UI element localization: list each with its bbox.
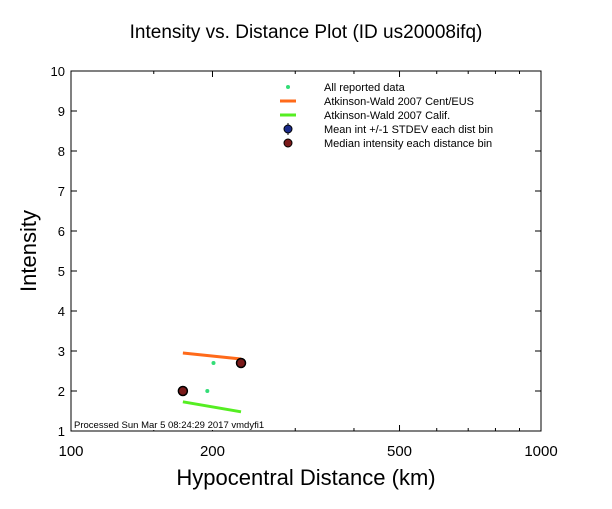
y-axis-label: Intensity [16,210,41,292]
y-tick-label: 4 [58,304,65,319]
legend-label: Mean int +/-1 STDEV each dist bin [324,124,493,136]
processed-footer: Processed Sun Mar 5 08:24:29 2017 vmdyfi… [74,420,264,431]
footer-bg [72,418,264,430]
y-tick-label: 8 [58,144,65,159]
x-tick-label: 200 [200,443,225,460]
y-tick-label: 3 [58,344,65,359]
model-line [182,351,242,361]
x-axis-label: Hypocentral Distance (km) [176,465,435,490]
plot-frame [70,70,542,432]
legend-label: Atkinson-Wald 2007 Cent/EUS [324,96,474,108]
legend-mean-icon [283,124,293,134]
y-tick-label: 7 [58,184,65,199]
y-tick-label: 9 [58,104,65,119]
data-point [211,361,216,365]
x-tick-label: 500 [387,443,412,460]
median-point [177,385,189,397]
legend-dot-icon [286,85,290,89]
y-tick-label: 1 [58,424,65,439]
legend-median-icon [283,138,293,148]
median-point [235,357,247,369]
chart-title: Intensity vs. Distance Plot (ID us20008i… [130,22,483,43]
data-point [205,389,210,393]
x-tick-label: 1000 [524,443,557,460]
y-tick-label: 6 [58,224,65,239]
model-line [182,400,242,414]
y-tick-label: 5 [58,264,65,279]
legend-label: Median intensity each distance bin [324,138,492,150]
legend-label: All reported data [324,82,406,94]
y-tick-label: 10 [51,64,65,79]
x-tick-label: 100 [58,443,83,460]
legend-label: Atkinson-Wald 2007 Calif. [324,110,450,122]
y-tick-label: 2 [58,384,65,399]
